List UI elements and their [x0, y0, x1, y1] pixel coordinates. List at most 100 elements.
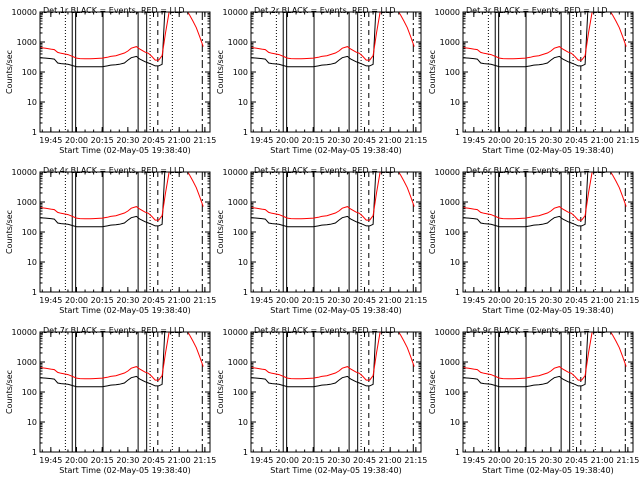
series-lld-line: [463, 172, 627, 221]
x-axis-label: Start Time (02-May-05 19:38:40): [270, 306, 401, 315]
x-tick-label: 19:45: [250, 296, 273, 305]
y-axis-label: Counts/sec: [216, 50, 225, 94]
y-tick-label: 1: [455, 448, 460, 457]
y-tick-label: 1000: [440, 358, 460, 367]
series-lld-line: [251, 172, 415, 221]
y-tick-label: 100: [22, 68, 37, 77]
y-tick-label: 1: [32, 288, 37, 297]
x-tick-label: 20:45: [565, 136, 588, 145]
y-tick-label: 10000: [12, 328, 37, 337]
x-tick-label: 21:00: [168, 296, 191, 305]
panel-6: 1 10 100 1000 10000 19:45 20:00 20:15 20:30 20:45…: [428, 166, 639, 315]
x-tick-label: 20:00: [276, 296, 299, 305]
x-tick-label: 20:45: [142, 136, 165, 145]
y-tick-label: 10000: [12, 168, 37, 177]
x-tick-label: 20:00: [65, 456, 88, 465]
panel-1: 1 10 100 1000 10000 19:45 20:00 20:15 20:30 20:45…: [5, 6, 216, 155]
series-lld-line: [463, 12, 627, 61]
x-axis-label: Start Time (02-May-05 19:38:40): [59, 306, 190, 315]
x-tick-label: 21:15: [616, 456, 639, 465]
x-tick-label: 20:00: [276, 456, 299, 465]
panel-4: 1 10 100 1000 10000 19:45 20:00 20:15 20:30 20:45…: [5, 166, 216, 315]
x-axis-label: Start Time (02-May-05 19:38:40): [59, 146, 190, 155]
x-tick-label: 20:45: [565, 296, 588, 305]
series-events-line: [251, 12, 377, 68]
x-tick-label: 20:45: [565, 456, 588, 465]
y-tick-label: 10000: [12, 8, 37, 17]
x-tick-label: 19:45: [462, 136, 485, 145]
y-axis-label: Counts/sec: [216, 210, 225, 254]
x-tick-label: 20:00: [488, 456, 511, 465]
x-tick-label: 21:00: [379, 136, 402, 145]
y-tick-label: 100: [22, 228, 37, 237]
x-tick-label: 20:15: [91, 136, 114, 145]
y-tick-label: 100: [22, 388, 37, 397]
panel-title: Det 4r BLACK = Events, RED = LLD: [43, 166, 185, 175]
x-tick-label: 19:45: [250, 456, 273, 465]
panel-title: Det 2r BLACK = Events, RED = LLD: [254, 6, 396, 15]
x-tick-label: 19:45: [462, 296, 485, 305]
panel-title: Det 1r BLACK = Events, RED = LLD: [43, 6, 185, 15]
x-tick-label: 20:30: [327, 456, 350, 465]
x-tick-label: 20:15: [91, 456, 114, 465]
y-axis-label: Counts/sec: [216, 370, 225, 414]
y-tick-label: 10000: [223, 168, 248, 177]
x-tick-label: 21:15: [193, 136, 216, 145]
x-axis-label: Start Time (02-May-05 19:38:40): [270, 466, 401, 475]
panel-title: Det 9r BLACK = Events, RED = LLD: [466, 326, 608, 335]
y-tick-label: 10: [238, 98, 248, 107]
y-tick-label: 1: [455, 128, 460, 137]
x-tick-label: 20:15: [302, 296, 325, 305]
x-tick-label: 20:30: [327, 136, 350, 145]
x-tick-label: 21:00: [168, 456, 191, 465]
x-tick-label: 20:45: [353, 136, 376, 145]
x-tick-label: 20:00: [65, 296, 88, 305]
x-tick-label: 19:45: [39, 136, 62, 145]
series-events-line: [463, 172, 589, 228]
y-tick-label: 1: [243, 448, 248, 457]
series-lld-line: [40, 12, 204, 61]
x-tick-label: 20:30: [539, 456, 562, 465]
x-tick-label: 19:45: [39, 296, 62, 305]
x-tick-label: 20:45: [353, 296, 376, 305]
y-tick-label: 10: [238, 258, 248, 267]
x-tick-label: 20:15: [514, 456, 537, 465]
series-events-line: [251, 332, 377, 388]
y-tick-label: 1000: [228, 38, 248, 47]
x-tick-label: 20:00: [488, 296, 511, 305]
y-tick-label: 10: [450, 258, 460, 267]
x-tick-label: 21:00: [379, 456, 402, 465]
x-tick-label: 21:00: [591, 136, 614, 145]
panel-title: Det 3r BLACK = Events, RED = LLD: [466, 6, 608, 15]
y-tick-label: 1: [32, 448, 37, 457]
x-tick-label: 20:15: [302, 456, 325, 465]
y-tick-label: 100: [233, 68, 248, 77]
x-tick-label: 20:30: [327, 296, 350, 305]
y-tick-label: 1: [32, 128, 37, 137]
series-lld-line: [251, 12, 415, 61]
y-axis-label: Counts/sec: [428, 210, 437, 254]
panel-9: 1 10 100 1000 10000 19:45 20:00 20:15 20:30 20:45…: [428, 326, 639, 475]
y-tick-label: 100: [445, 388, 460, 397]
panel-title: Det 8r BLACK = Events, RED = LLD: [254, 326, 396, 335]
y-tick-label: 1000: [17, 198, 37, 207]
x-tick-label: 20:30: [539, 136, 562, 145]
panel-5: 1 10 100 1000 10000 19:45 20:00 20:15 20:30 20:45…: [216, 166, 427, 315]
x-tick-label: 21:00: [591, 296, 614, 305]
panel-2: 1 10 100 1000 10000 19:45 20:00 20:15 20:30 20:45…: [216, 6, 427, 155]
y-axis-label: Counts/sec: [5, 210, 14, 254]
y-tick-label: 1000: [228, 198, 248, 207]
y-tick-label: 10: [450, 418, 460, 427]
series-events-line: [251, 172, 377, 228]
x-tick-label: 20:30: [116, 136, 139, 145]
y-tick-label: 10: [27, 418, 37, 427]
x-tick-label: 20:45: [353, 456, 376, 465]
x-tick-label: 20:30: [116, 456, 139, 465]
x-tick-label: 21:15: [404, 136, 427, 145]
y-tick-label: 1000: [17, 358, 37, 367]
x-tick-label: 20:00: [65, 136, 88, 145]
y-tick-label: 1000: [17, 38, 37, 47]
x-tick-label: 21:15: [404, 456, 427, 465]
series-events-line: [40, 12, 166, 68]
